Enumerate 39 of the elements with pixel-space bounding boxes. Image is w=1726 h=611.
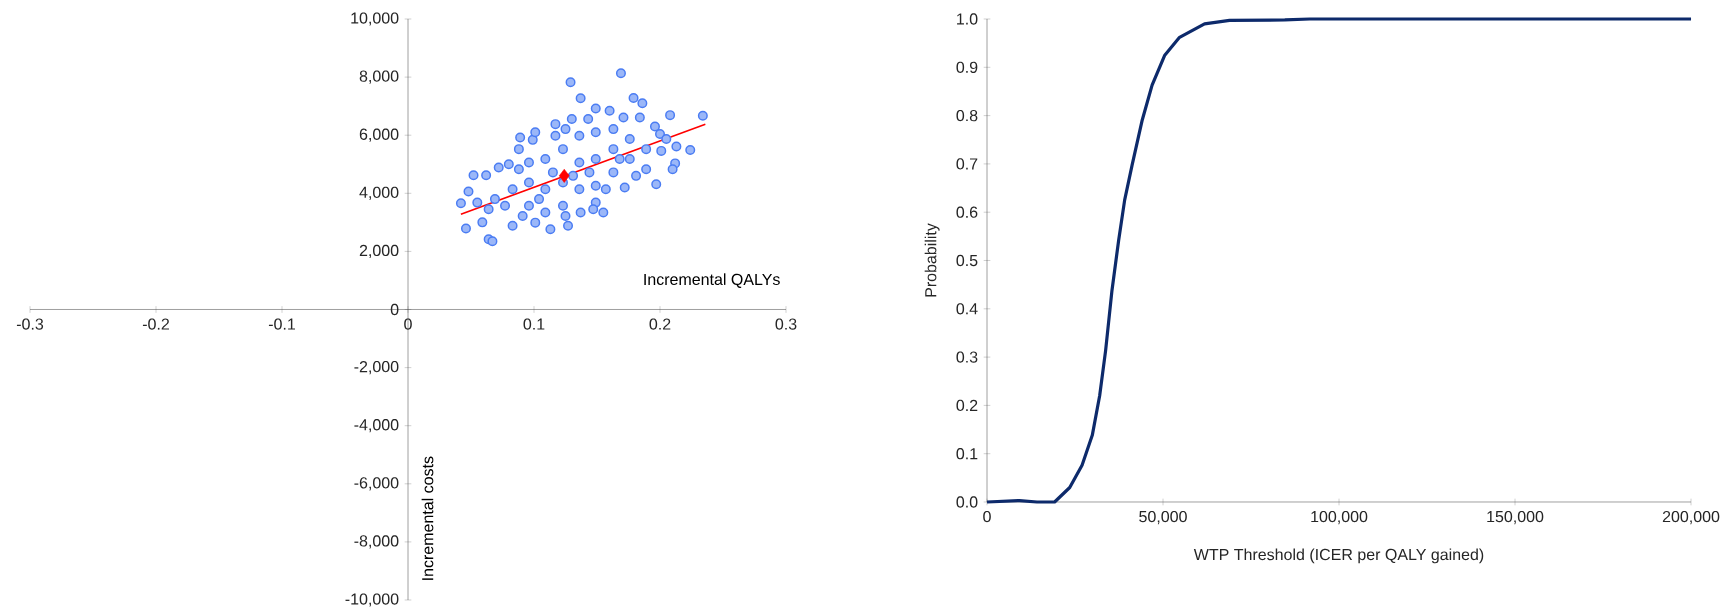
x-tick-label: -0.1 — [268, 318, 296, 330]
x-axis-title: Incremental QALYs — [644, 273, 780, 288]
y-tick-label: 0.5 — [956, 254, 978, 267]
y-axis-title: Probability — [924, 223, 940, 297]
y-tick-label: 6,000 — [359, 128, 399, 142]
x-tick-label: 0.2 — [649, 318, 671, 330]
y-tick-label: 0.2 — [956, 399, 978, 412]
x-tick-label: 50,000 — [1139, 510, 1187, 525]
y-tick-label: 0.7 — [956, 158, 978, 170]
x-tick-label: 0 — [404, 318, 412, 330]
y-tick-label: 0.4 — [956, 303, 978, 315]
x-tick-label: 0.3 — [775, 318, 797, 330]
y-tick-label: -4,000 — [354, 419, 399, 433]
y-tick-label: 0.0 — [956, 496, 978, 508]
line-series — [985, 17, 1693, 504]
x-tick-label: -0.2 — [142, 318, 169, 330]
y-tick-label: 0.9 — [956, 61, 978, 73]
y-tick-label: 1.0 — [957, 13, 978, 25]
y-tick-label: 4,000 — [359, 186, 399, 200]
y-tick-label: 8,000 — [359, 70, 399, 84]
y-tick-label: -10,000 — [345, 593, 399, 607]
x-tick-label: 100,000 — [1311, 510, 1368, 525]
y-tick-label: 0.8 — [956, 109, 978, 122]
x-tick-label: 150,000 — [1487, 510, 1544, 525]
y-tick-label: 2,000 — [359, 244, 399, 259]
y-tick-label: 0.1 — [956, 448, 978, 460]
x-axis-title: WTP Threshold (ICER per QALY gained) — [1193, 548, 1484, 564]
y-tick-label: -6,000 — [354, 477, 399, 491]
x-tick-label: 0 — [983, 510, 991, 523]
y-axis-title: Incremental costs — [421, 456, 434, 580]
x-tick-label: -0.3 — [16, 318, 44, 330]
x-tick-label: 200,000 — [1662, 510, 1720, 525]
y-tick-label: -8,000 — [354, 535, 399, 549]
x-tick-label: 0.1 — [523, 318, 545, 330]
y-tick-label: 0.6 — [956, 206, 978, 218]
y-tick-label: 0.3 — [956, 351, 978, 363]
y-tick-label: 0 — [390, 303, 399, 316]
y-tick-label: -2,000 — [354, 361, 399, 375]
y-tick-label: 10,000 — [351, 12, 399, 26]
